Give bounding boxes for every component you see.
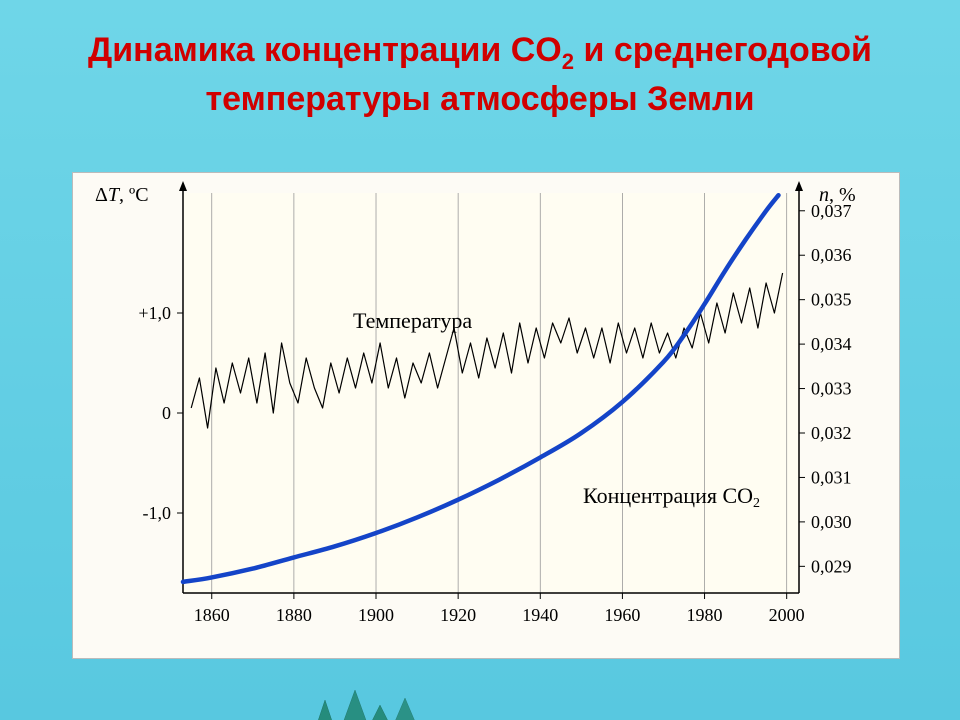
- svg-text:+1,0: +1,0: [138, 303, 171, 323]
- svg-text:Температура: Температура: [353, 308, 472, 333]
- chart-svg: 186018801900192019401960198020000,0370,0…: [73, 173, 899, 658]
- svg-text:ΔT, ºC: ΔT, ºC: [95, 184, 149, 206]
- svg-text:0,036: 0,036: [811, 245, 852, 265]
- svg-text:1920: 1920: [440, 605, 476, 625]
- chart-panel: 186018801900192019401960198020000,0370,0…: [72, 172, 900, 659]
- svg-text:1980: 1980: [687, 605, 723, 625]
- svg-text:-1,0: -1,0: [143, 503, 172, 523]
- svg-text:0,031: 0,031: [811, 467, 852, 487]
- svg-text:0,029: 0,029: [811, 556, 852, 576]
- svg-text:1940: 1940: [522, 605, 558, 625]
- svg-text:0,030: 0,030: [811, 512, 852, 532]
- slide: Динамика концентрации CO2 и среднегодово…: [0, 0, 960, 720]
- svg-text:1960: 1960: [604, 605, 640, 625]
- svg-text:0,035: 0,035: [811, 290, 852, 310]
- svg-text:n, %: n, %: [819, 184, 856, 206]
- chart-plot: 186018801900192019401960198020000,0370,0…: [73, 173, 899, 658]
- svg-text:0,034: 0,034: [811, 334, 852, 354]
- svg-text:1860: 1860: [194, 605, 230, 625]
- svg-text:1900: 1900: [358, 605, 394, 625]
- svg-text:0: 0: [162, 403, 171, 423]
- svg-text:0,033: 0,033: [811, 379, 852, 399]
- decoration-icon: [300, 670, 440, 720]
- slide-title: Динамика концентрации CO2 и среднегодово…: [0, 28, 960, 123]
- svg-text:Концентрация CO2: Концентрация CO2: [583, 483, 760, 511]
- svg-text:0,032: 0,032: [811, 423, 852, 443]
- svg-text:2000: 2000: [769, 605, 805, 625]
- svg-text:1880: 1880: [276, 605, 312, 625]
